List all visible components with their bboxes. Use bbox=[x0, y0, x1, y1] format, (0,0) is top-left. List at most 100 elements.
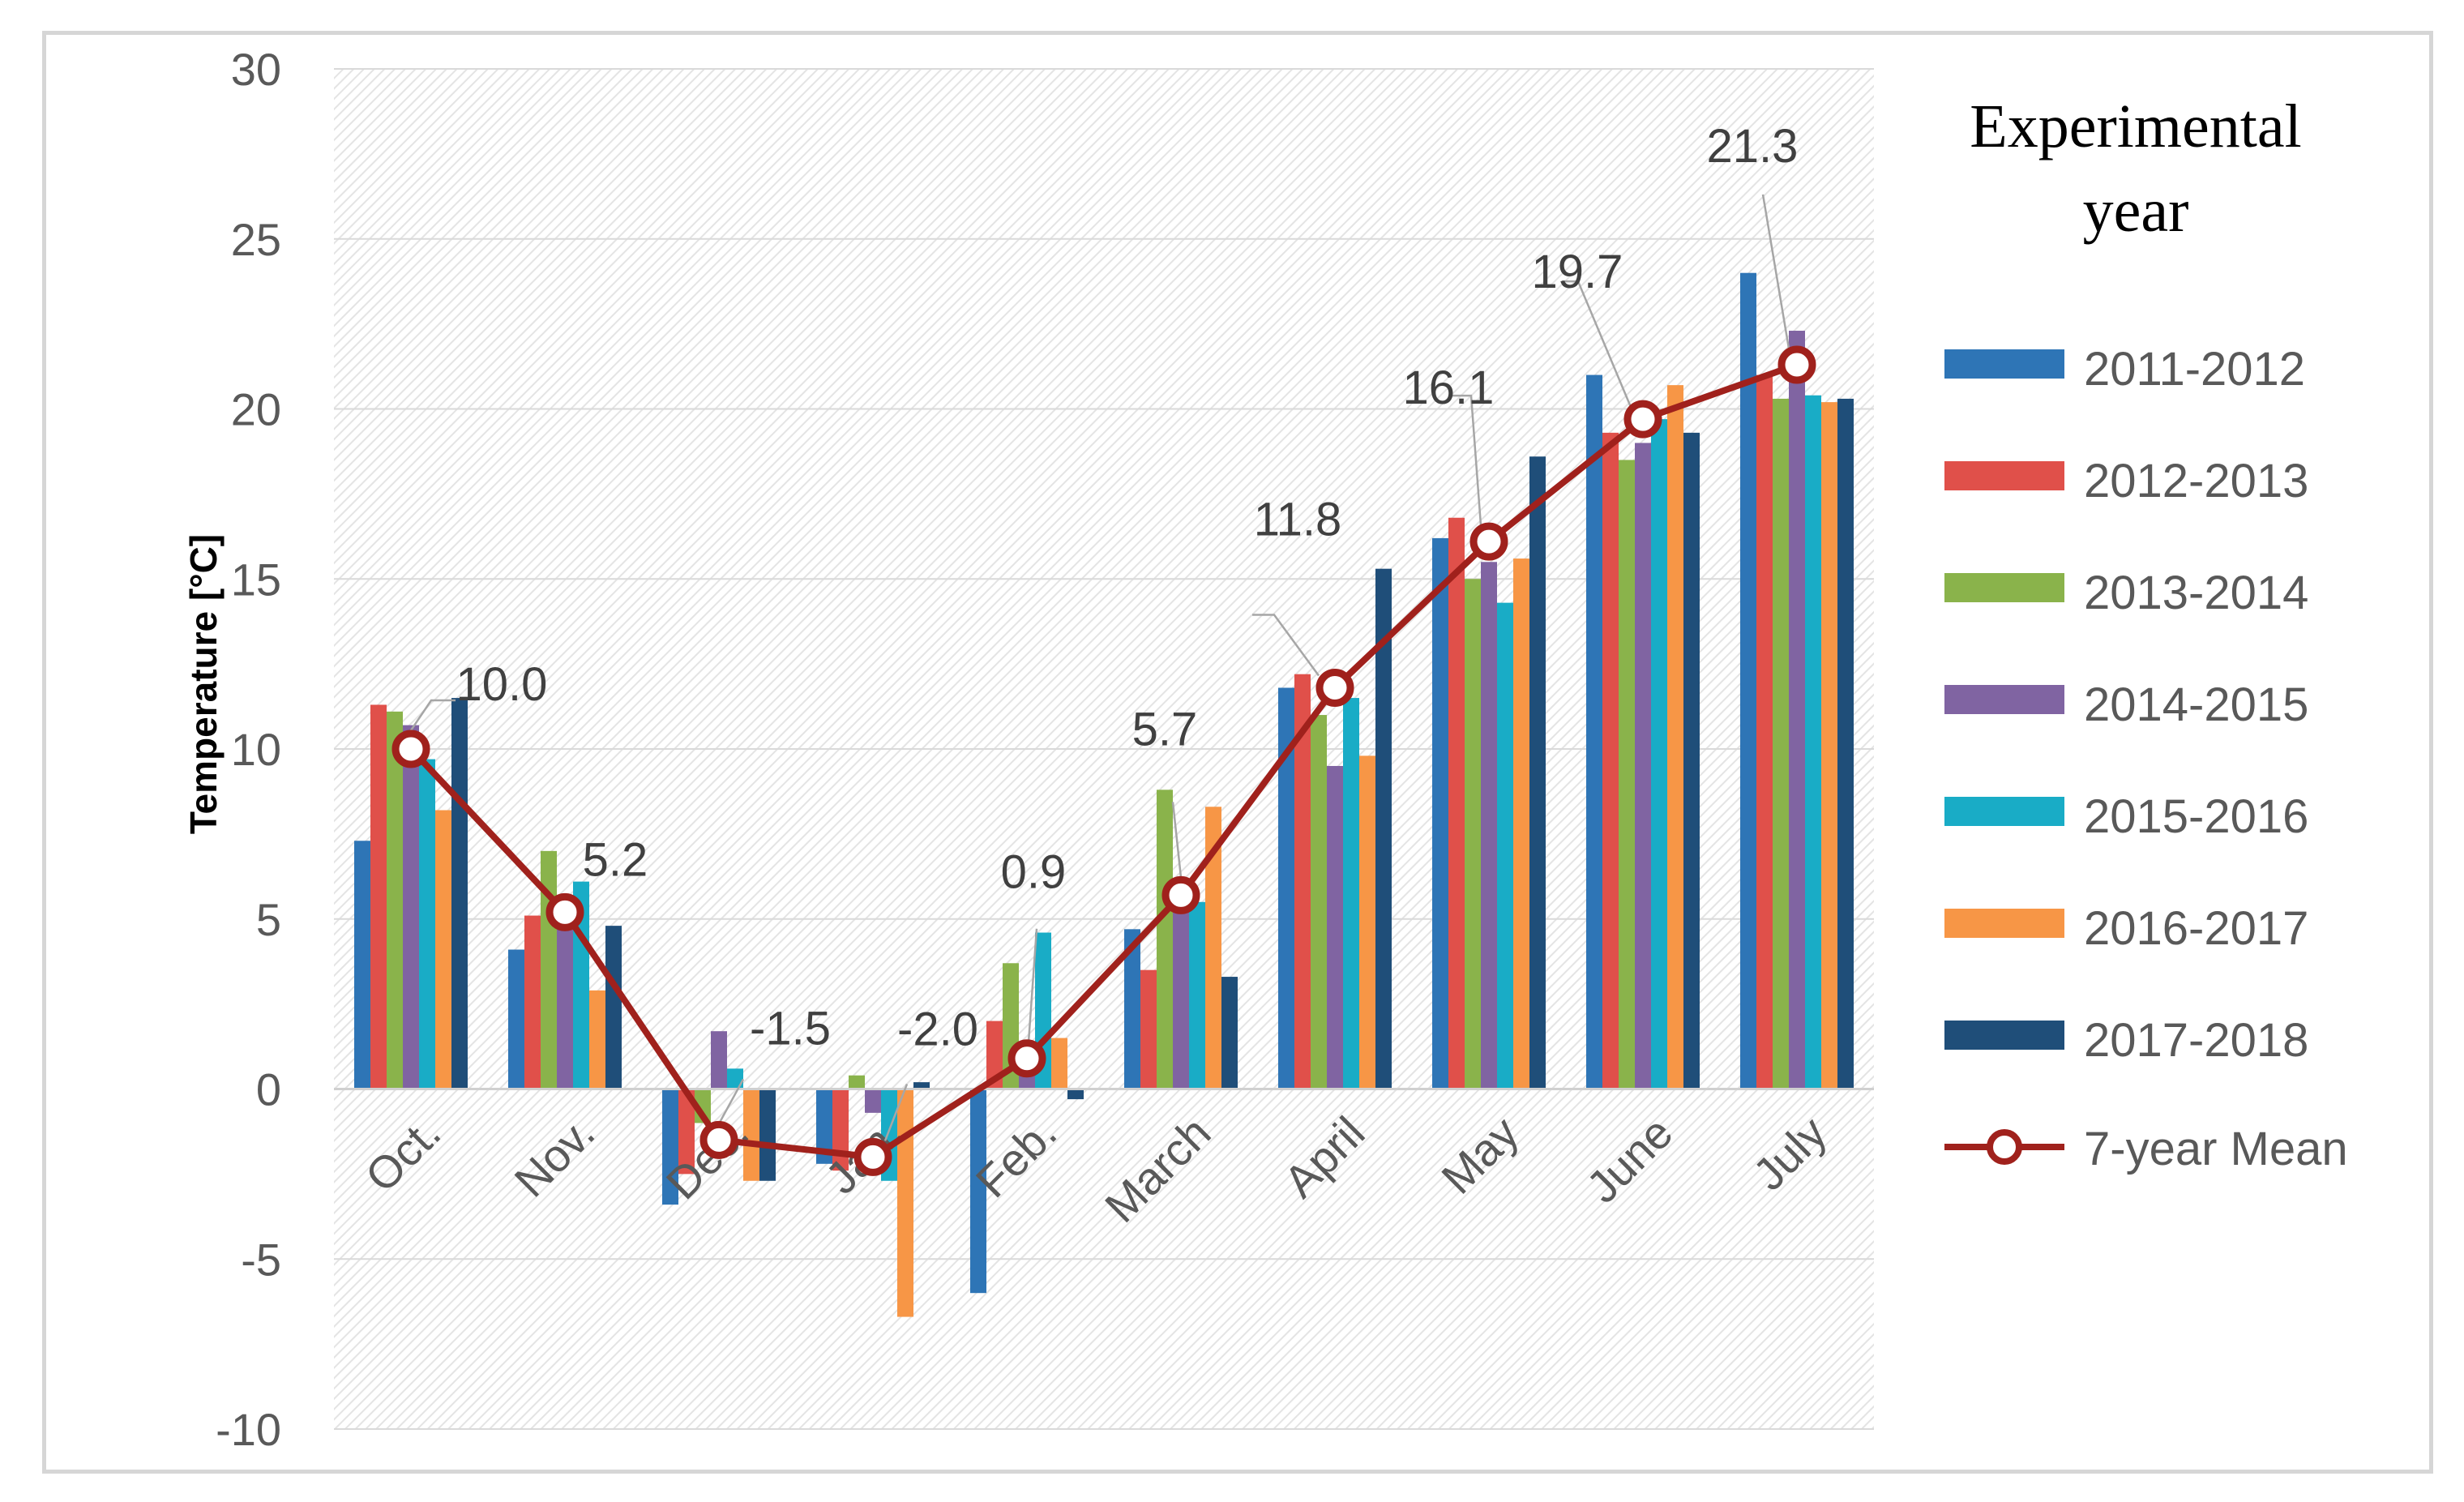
bar-2015-2016-Dec bbox=[727, 1068, 743, 1089]
mean-marker bbox=[1007, 1039, 1046, 1078]
mean-marker bbox=[545, 892, 584, 931]
bar-2016-2017-Nov bbox=[589, 990, 605, 1089]
data-label-leader bbox=[883, 1083, 909, 1141]
bar-2017-2018-March bbox=[1221, 977, 1238, 1089]
bar-2015-2016-May bbox=[1497, 602, 1513, 1089]
y-tick-label: 15 bbox=[231, 554, 281, 605]
bar-2011-2012-Dec bbox=[662, 1089, 678, 1205]
y-tick-label: 0 bbox=[256, 1064, 281, 1115]
bar-2015-2016-Oct bbox=[419, 759, 435, 1089]
mean-marker bbox=[1777, 345, 1816, 384]
bar-2012-2013-June bbox=[1602, 432, 1619, 1089]
bar-2014-2015-Dec bbox=[711, 1031, 727, 1089]
legend-entry-label: 2012-2013 bbox=[2084, 455, 2308, 507]
bar-2016-2017-Feb bbox=[1051, 1038, 1067, 1089]
bar-2015-2016-July bbox=[1805, 395, 1821, 1089]
bar-2016-2017-Dec bbox=[743, 1089, 759, 1181]
bar-2013-2014-June bbox=[1619, 460, 1635, 1089]
bar-2011-2012-Feb bbox=[970, 1089, 986, 1294]
bar-2015-2016-June bbox=[1651, 419, 1667, 1089]
legend-title: Experimental bbox=[1970, 92, 2301, 160]
data-label-leader bbox=[1761, 194, 1790, 349]
bar-2011-2012-Oct bbox=[354, 841, 370, 1089]
legend-swatch bbox=[1944, 349, 2064, 379]
bar-2012-2013-April bbox=[1294, 674, 1311, 1089]
bar-2014-2015-Oct bbox=[403, 725, 419, 1089]
bar-2017-2018-June bbox=[1683, 432, 1700, 1089]
mean-data-label: 19.7 bbox=[1532, 246, 1623, 298]
bar-2014-2015-July bbox=[1789, 331, 1805, 1089]
legend-entry-label: 2011-2012 bbox=[2084, 343, 2305, 396]
bar-2012-2013-July bbox=[1756, 374, 1773, 1089]
bar-2016-2017-March bbox=[1205, 807, 1221, 1089]
bar-2017-2018-Feb bbox=[1067, 1089, 1084, 1100]
mean-data-label: -2.0 bbox=[897, 1003, 978, 1055]
data-label-leader bbox=[1252, 614, 1320, 677]
bar-2011-2012-June bbox=[1586, 374, 1602, 1089]
bar-2017-2018-May bbox=[1529, 456, 1546, 1089]
bar-2014-2015-Nov bbox=[557, 909, 573, 1089]
bar-2016-2017-May bbox=[1513, 558, 1529, 1089]
legend-swatch bbox=[1944, 797, 2064, 826]
mean-series-line bbox=[409, 362, 1799, 1161]
data-label-leader bbox=[1562, 280, 1632, 408]
legend-entry-label: 2013-2014 bbox=[2084, 567, 2308, 619]
bar-2016-2017-July bbox=[1821, 402, 1837, 1089]
data-label-leader bbox=[1027, 928, 1038, 1042]
y-tick-label: -5 bbox=[241, 1234, 281, 1285]
mean-data-label: 5.7 bbox=[1132, 703, 1198, 755]
bar-2011-2012-July bbox=[1740, 272, 1756, 1089]
legend-swatch bbox=[1944, 573, 2064, 602]
mean-data-label: -1.5 bbox=[750, 1002, 831, 1055]
mean-data-label: 10.0 bbox=[456, 658, 548, 711]
bar-2015-2016-April bbox=[1343, 698, 1359, 1089]
legend-swatch bbox=[1944, 685, 2064, 714]
bar-2011-2012-April bbox=[1278, 687, 1294, 1089]
bar-2017-2018-April bbox=[1375, 568, 1392, 1089]
mean-marker bbox=[1469, 522, 1508, 561]
legend-entry-label: 2014-2015 bbox=[2084, 678, 2308, 731]
bar-2014-2015-Jan bbox=[865, 1089, 881, 1113]
bar-2013-2014-Jan bbox=[849, 1075, 865, 1089]
bar-2011-2012-May bbox=[1432, 537, 1448, 1089]
bar-2012-2013-Dec bbox=[678, 1089, 695, 1175]
mean-marker bbox=[1161, 875, 1200, 914]
bar-2011-2012-March bbox=[1124, 929, 1140, 1089]
data-label-leader bbox=[717, 1078, 745, 1125]
mean-data-label: 5.2 bbox=[583, 833, 648, 886]
legend-entry-label: 2015-2016 bbox=[2084, 790, 2308, 843]
mean-marker bbox=[699, 1120, 738, 1159]
bar-2016-2017-April bbox=[1359, 755, 1375, 1089]
bar-2011-2012-Jan bbox=[816, 1089, 832, 1164]
bar-2014-2015-April bbox=[1327, 765, 1343, 1089]
legend-mean-marker bbox=[1987, 1129, 2022, 1165]
y-tick-label: 20 bbox=[231, 384, 281, 435]
bar-2017-2018-Nov bbox=[605, 926, 622, 1089]
y-tick-label: 10 bbox=[231, 724, 281, 775]
data-label-leader bbox=[408, 699, 456, 734]
y-tick-label: 30 bbox=[231, 44, 281, 95]
y-tick-label: -10 bbox=[216, 1404, 281, 1455]
bar-2013-2014-March bbox=[1157, 790, 1173, 1089]
bar-2013-2014-July bbox=[1773, 398, 1789, 1089]
bar-2012-2013-Oct bbox=[370, 704, 387, 1089]
bar-2013-2014-April bbox=[1311, 715, 1327, 1089]
bar-2016-2017-Oct bbox=[435, 810, 451, 1089]
bar-2017-2018-July bbox=[1837, 398, 1854, 1089]
legend-swatch bbox=[1944, 461, 2064, 490]
data-label-leader bbox=[1171, 802, 1183, 878]
mean-data-label: 21.3 bbox=[1707, 120, 1799, 173]
bar-2015-2016-March bbox=[1189, 901, 1205, 1089]
mean-marker bbox=[1315, 668, 1354, 707]
bar-2013-2014-Oct bbox=[387, 711, 403, 1089]
legend-title: year bbox=[2083, 177, 2189, 245]
y-axis-title: Temperature [°C] bbox=[182, 534, 225, 834]
legend-swatch bbox=[1944, 1021, 2064, 1050]
bar-2014-2015-March bbox=[1173, 884, 1189, 1089]
y-tick-label: 25 bbox=[231, 214, 281, 265]
legend-entry-label: 7-year Mean bbox=[2084, 1123, 2348, 1175]
legend-entry-label: 2016-2017 bbox=[2084, 902, 2308, 955]
bar-2011-2012-Nov bbox=[508, 949, 524, 1089]
